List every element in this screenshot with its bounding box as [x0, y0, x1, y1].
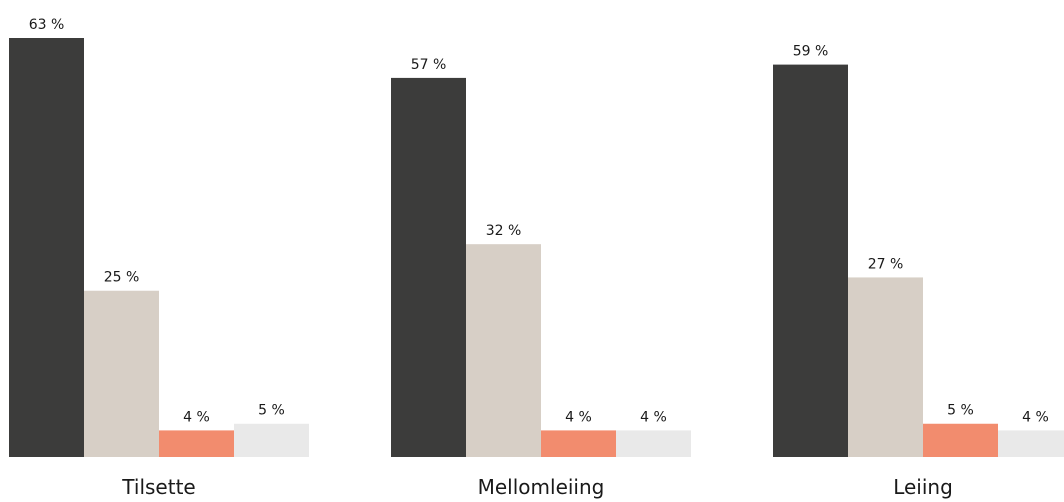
- bar-tilsette-4: [234, 423, 309, 457]
- data-label-tilsette-1: 63 %: [29, 17, 65, 33]
- bar-mellomleiing-2: [466, 244, 541, 457]
- data-label-tilsette-3: 4 %: [183, 409, 210, 425]
- category-label-leiing: Leiing: [893, 475, 953, 499]
- bar-tilsette-1: [9, 38, 84, 457]
- bar-tilsette-2: [84, 290, 159, 457]
- data-label-mellomleiing-3: 4 %: [565, 409, 592, 425]
- data-label-leiing-2: 27 %: [868, 256, 904, 272]
- bars-layer: [9, 38, 1064, 458]
- data-label-mellomleiing-1: 57 %: [411, 57, 447, 73]
- value-labels-layer: 63 % 25 % 4 % 5 % 57 % 32 % 4 % 4 % 59 % 27 % 5 % 4…: [29, 17, 1049, 425]
- data-label-tilsette-2: 25 %: [104, 270, 140, 286]
- data-label-leiing-1: 59 %: [793, 44, 829, 60]
- bar-mellomleiing-1: [391, 77, 466, 458]
- bar-leiing-3: [923, 423, 998, 457]
- data-label-tilsette-4: 5 %: [258, 403, 285, 419]
- data-label-leiing-4: 4 %: [1022, 409, 1049, 425]
- bar-leiing-4: [998, 430, 1064, 457]
- category-labels-layer: Tilsette Mellomleiing Leiing: [121, 475, 953, 499]
- bar-leiing-1: [773, 64, 848, 457]
- bar-tilsette-3: [159, 430, 234, 457]
- bar-leiing-2: [848, 277, 923, 457]
- bar-mellomleiing-3: [541, 430, 616, 457]
- data-label-mellomleiing-4: 4 %: [640, 409, 667, 425]
- category-label-mellomleiing: Mellomleiing: [478, 475, 605, 499]
- data-label-leiing-3: 5 %: [947, 403, 974, 419]
- data-label-mellomleiing-2: 32 %: [486, 223, 522, 239]
- bar-mellomleiing-4: [616, 430, 691, 457]
- category-label-tilsette: Tilsette: [121, 475, 195, 499]
